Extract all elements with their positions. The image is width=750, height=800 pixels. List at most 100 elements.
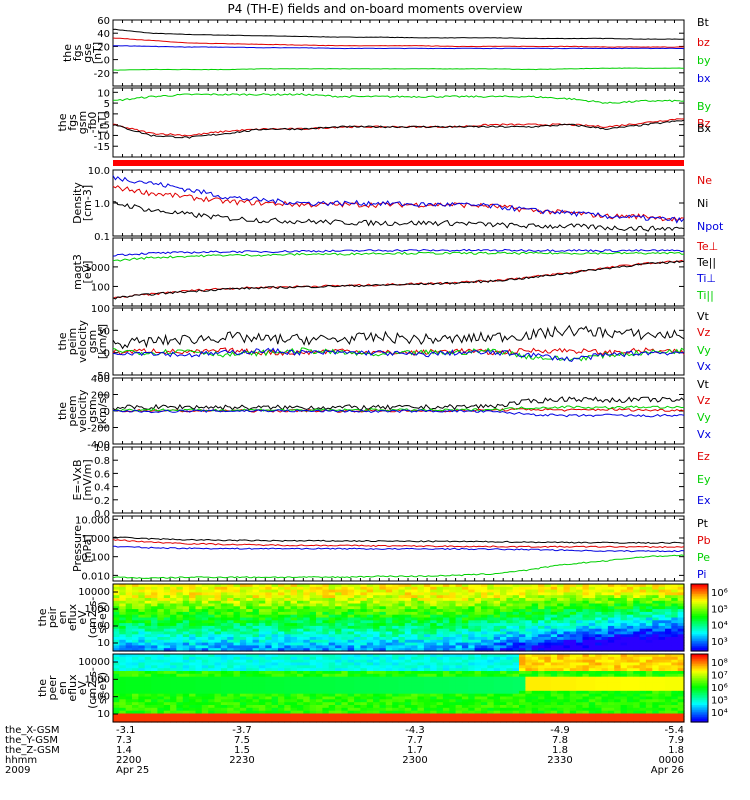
heatmap-cell <box>227 631 235 635</box>
heatmap-cell <box>379 682 387 686</box>
heatmap-cell <box>658 592 666 596</box>
heatmap-cell <box>125 648 133 652</box>
heatmap-cell <box>379 656 387 661</box>
colorbar-swatch <box>691 605 708 609</box>
heatmap-cell <box>500 654 507 658</box>
heatmap-cell <box>563 645 571 649</box>
heatmap-cell <box>366 614 374 619</box>
heatmap-cell <box>138 659 146 664</box>
heatmap-cell <box>189 592 196 596</box>
heatmap-cell <box>195 676 203 681</box>
heatmap-cell <box>278 668 285 672</box>
heatmap-cell <box>366 595 374 599</box>
heatmap-cell <box>398 662 406 666</box>
heatmap-cell <box>347 628 355 633</box>
heatmap-cell <box>265 668 273 672</box>
heatmap-cell <box>455 705 463 709</box>
heatmap-cell <box>474 625 482 630</box>
heatmap-cell <box>208 589 216 593</box>
heatmap-cell <box>525 682 533 686</box>
heatmap-cell <box>252 634 260 638</box>
heatmap-cell <box>170 719 177 723</box>
heatmap-cell <box>297 705 304 709</box>
heatmap-cell <box>487 648 495 652</box>
heatmap-cell <box>233 637 241 641</box>
heatmap-cell <box>449 625 457 630</box>
heatmap-cell <box>366 710 374 715</box>
heatmap-cell <box>322 679 330 683</box>
heatmap-cell <box>278 688 285 692</box>
heatmap-cell <box>252 648 260 652</box>
heatmap-cell <box>354 617 361 621</box>
heatmap-cell <box>354 668 361 672</box>
heatmap-cell <box>519 614 526 619</box>
heatmap-cell <box>335 592 342 596</box>
heatmap-cell <box>506 628 514 633</box>
heatmap-cell <box>189 609 196 613</box>
heatmap-cell <box>214 707 222 712</box>
heatmap-cell <box>487 637 495 641</box>
colorbar-swatch <box>691 589 708 592</box>
heatmap-cell <box>271 685 279 689</box>
heatmap-cell <box>170 625 177 630</box>
heatmap-cell <box>411 676 419 681</box>
heatmap-cell <box>595 631 603 635</box>
heatmap-cell <box>182 639 190 644</box>
heatmap-cell <box>461 592 469 596</box>
heatmap-cell <box>227 716 235 720</box>
colorbar-swatch <box>691 624 708 627</box>
heatmap-cell <box>493 589 501 593</box>
heatmap-cell <box>474 685 482 689</box>
heatmap-cell <box>151 617 158 621</box>
heatmap-cell <box>569 637 577 641</box>
heatmap-cell <box>208 673 216 678</box>
heatmap-cell <box>341 631 349 635</box>
heatmap-cell <box>316 665 323 669</box>
heatmap-cell <box>265 654 273 658</box>
heatmap-cell <box>163 631 171 635</box>
heatmap-cell <box>379 710 387 715</box>
heatmap-cell <box>373 639 380 644</box>
heatmap-cell <box>119 702 127 706</box>
heatmap-cell <box>208 623 216 627</box>
heatmap-cell <box>201 668 209 672</box>
heatmap-cell <box>455 682 463 686</box>
heatmap-cell <box>151 642 158 646</box>
heatmap-cell <box>354 598 361 602</box>
heatmap-cell <box>163 628 171 633</box>
heatmap-cell <box>576 603 583 607</box>
heatmap-cell <box>246 656 254 661</box>
heatmap-cell <box>125 600 133 605</box>
heatmap-cell <box>404 625 412 630</box>
heatmap-cell <box>576 595 583 599</box>
heatmap-cell <box>189 620 196 624</box>
heatmap-cell <box>157 696 165 700</box>
heatmap-cell <box>455 719 463 723</box>
heatmap-cell <box>360 598 368 602</box>
heatmap-cell <box>671 639 679 644</box>
heatmap-cell <box>132 614 139 619</box>
heatmap-cell <box>385 688 393 692</box>
heatmap-cell <box>385 592 393 596</box>
heatmap-cell <box>493 676 501 681</box>
heatmap-cell <box>151 628 158 633</box>
heatmap-cell <box>201 598 209 602</box>
heatmap-cell <box>144 716 152 720</box>
heatmap-cell <box>144 671 152 675</box>
heatmap-cell <box>233 702 241 706</box>
heatmap-cell <box>258 648 266 652</box>
heatmap-cell <box>125 659 133 664</box>
heatmap-cell <box>620 634 628 638</box>
heatmap-cell <box>614 592 622 596</box>
heatmap-cell <box>176 592 184 596</box>
heatmap-cell <box>132 648 139 652</box>
heatmap-cell <box>208 682 216 686</box>
heatmap-cell <box>563 639 571 644</box>
heatmap-cell <box>233 679 241 683</box>
heatmap-cell <box>297 639 304 644</box>
heatmap-cell <box>538 617 545 621</box>
heatmap-cell <box>176 685 184 689</box>
heatmap-cell <box>290 710 298 715</box>
heatmap-cell <box>335 710 342 715</box>
heatmap-cell <box>538 620 545 624</box>
